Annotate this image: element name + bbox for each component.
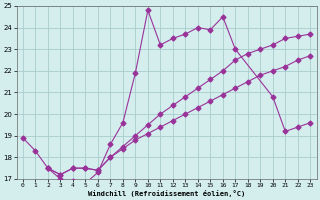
- X-axis label: Windchill (Refroidissement éolien,°C): Windchill (Refroidissement éolien,°C): [88, 190, 245, 197]
